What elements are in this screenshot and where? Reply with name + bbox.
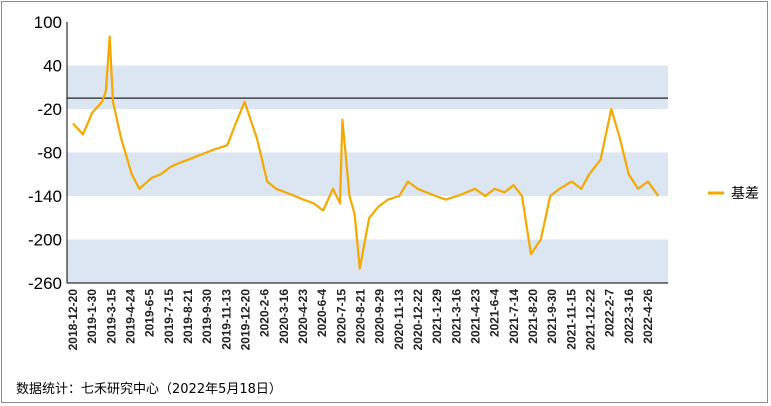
x-tick-label: 2020-12-22 [411,289,425,351]
x-tick-label: 2019-3-15 [104,289,118,344]
x-tick-label: 2019-12-20 [239,289,253,351]
y-tick-label: 40 [43,57,62,76]
x-tick-label: 2019-9-30 [200,289,214,344]
x-tick-label: 2020-8-21 [354,289,368,344]
x-tick-label: 2021-11-15 [564,289,578,350]
x-tick-label: 2018-12-20 [66,289,80,351]
x-tick-label: 2021-12-22 [584,289,598,351]
x-tick-label: 2021-3-16 [449,289,463,344]
x-tick-label: 2022-2-7 [603,289,617,337]
x-tick-label: 2021-7-14 [507,289,521,344]
y-tick-label: -80 [37,144,62,163]
y-tick-label: -200 [28,231,62,250]
shaded-band-1 [67,152,668,196]
x-tick-label: 2019-4-24 [124,289,138,344]
x-tick-label: 2021-9-30 [545,289,559,344]
x-tick-label: 2021-4-23 [469,289,483,344]
shaded-band-2 [67,239,668,283]
y-tick-label: -140 [28,187,62,206]
x-tick-label: 2021-6-4 [488,289,502,337]
x-tick-label: 2020-2-6 [258,289,272,337]
y-tick-label: 100 [34,13,62,32]
x-tick-label: 2020-11-13 [392,289,406,350]
x-tick-label: 2020-3-16 [277,289,291,344]
x-tick-label: 2021-8-20 [526,289,540,344]
x-tick-label: 2020-4-23 [296,289,310,344]
series-line-basis [72,35,660,270]
x-tick-label: 2019-8-21 [181,289,195,344]
x-tick-label: 2020-7-15 [334,289,348,344]
source-note: 数据统计：七禾研究中心（2022年5月18日） [16,382,282,397]
legend: 基差 [708,185,759,201]
x-tick-label: 2020-6-4 [315,289,329,337]
x-tick-label: 2020-9-29 [373,289,387,344]
x-tick-label: 2019-1-30 [85,289,99,344]
x-tick-label: 2019-11-13 [219,289,233,350]
x-tick-label: 2022-4-26 [641,289,655,344]
x-tick-label: 2022-3-16 [622,289,636,344]
y-tick-label: -20 [37,100,62,119]
x-tick-label: 2019-7-15 [162,289,176,344]
x-tick-label: 2019-6-5 [143,289,157,337]
y-tick-label: -260 [28,274,62,293]
shaded-band-0 [67,65,668,109]
legend-label-basis: 基差 [731,185,759,201]
x-tick-label: 2021-1-29 [430,289,444,344]
